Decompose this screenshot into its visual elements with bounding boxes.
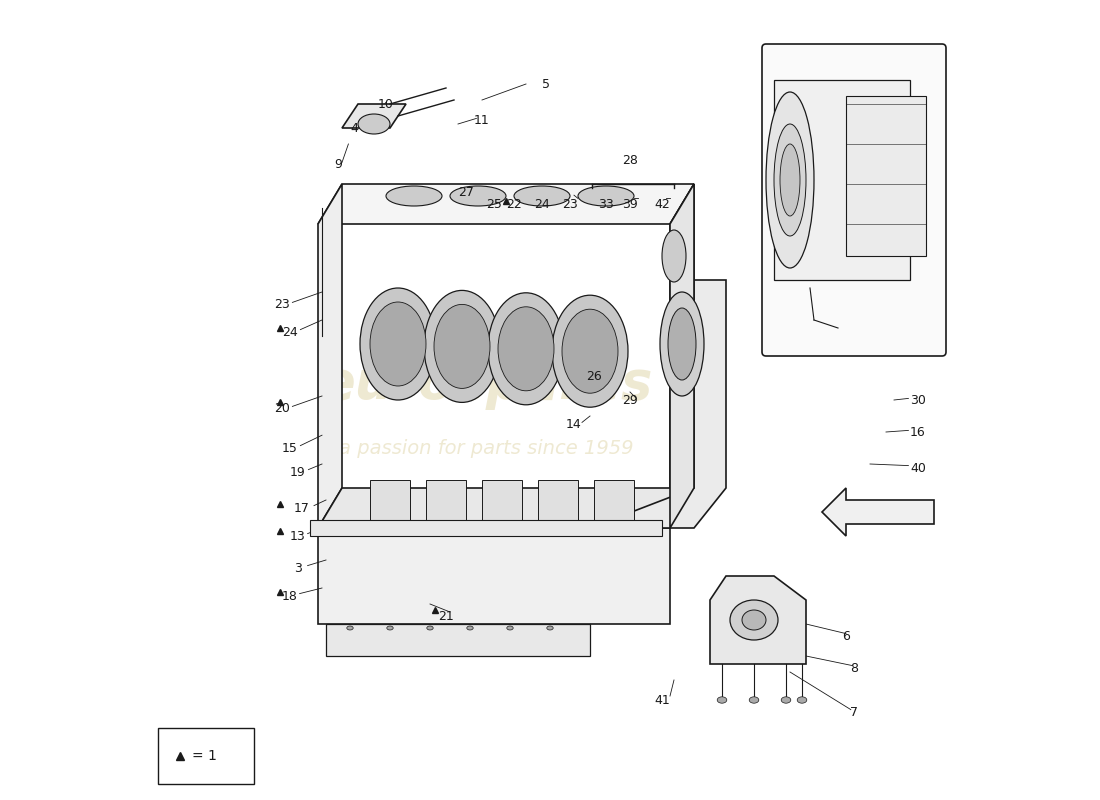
Ellipse shape bbox=[742, 610, 766, 630]
Polygon shape bbox=[482, 480, 522, 520]
Polygon shape bbox=[538, 480, 578, 520]
Ellipse shape bbox=[498, 307, 554, 391]
Text: eurospares: eurospares bbox=[319, 358, 652, 410]
Text: 8: 8 bbox=[850, 662, 858, 674]
Ellipse shape bbox=[774, 124, 806, 236]
Text: 21: 21 bbox=[438, 610, 454, 622]
Polygon shape bbox=[590, 280, 726, 528]
Ellipse shape bbox=[717, 697, 727, 703]
Ellipse shape bbox=[386, 186, 442, 206]
Ellipse shape bbox=[562, 310, 618, 394]
Polygon shape bbox=[318, 528, 670, 624]
Polygon shape bbox=[310, 520, 662, 536]
Ellipse shape bbox=[450, 186, 506, 206]
Text: 16: 16 bbox=[910, 426, 926, 438]
Text: 20: 20 bbox=[274, 402, 290, 414]
Polygon shape bbox=[326, 624, 590, 656]
Text: 41: 41 bbox=[654, 694, 670, 706]
Text: 10: 10 bbox=[378, 98, 394, 110]
Ellipse shape bbox=[424, 290, 500, 402]
Text: 33: 33 bbox=[598, 198, 614, 210]
Text: 28: 28 bbox=[623, 154, 638, 166]
Text: 19: 19 bbox=[290, 466, 306, 478]
Ellipse shape bbox=[434, 305, 490, 389]
Text: 30: 30 bbox=[910, 394, 926, 406]
Ellipse shape bbox=[730, 600, 778, 640]
Text: 11: 11 bbox=[474, 114, 490, 126]
Text: 3: 3 bbox=[294, 562, 301, 574]
Polygon shape bbox=[670, 184, 694, 528]
Text: 39: 39 bbox=[623, 198, 638, 210]
Ellipse shape bbox=[662, 230, 686, 282]
Ellipse shape bbox=[660, 292, 704, 396]
Text: 23: 23 bbox=[562, 198, 578, 210]
Text: 9: 9 bbox=[334, 158, 342, 170]
Ellipse shape bbox=[488, 293, 564, 405]
Text: 24: 24 bbox=[535, 198, 550, 210]
Text: 22: 22 bbox=[506, 198, 521, 210]
Polygon shape bbox=[846, 96, 926, 256]
Polygon shape bbox=[822, 488, 934, 536]
Ellipse shape bbox=[514, 186, 570, 206]
Text: 24: 24 bbox=[282, 326, 298, 338]
Polygon shape bbox=[710, 576, 806, 664]
Ellipse shape bbox=[547, 626, 553, 630]
FancyBboxPatch shape bbox=[762, 44, 946, 356]
Polygon shape bbox=[774, 80, 910, 280]
Ellipse shape bbox=[578, 186, 634, 206]
Ellipse shape bbox=[358, 114, 390, 134]
Text: 25: 25 bbox=[486, 198, 502, 210]
Ellipse shape bbox=[781, 697, 791, 703]
Text: 6: 6 bbox=[843, 630, 850, 642]
Ellipse shape bbox=[387, 626, 393, 630]
Text: 7: 7 bbox=[850, 706, 858, 718]
Text: 14: 14 bbox=[566, 418, 582, 430]
Text: 13: 13 bbox=[290, 530, 306, 542]
Ellipse shape bbox=[466, 626, 473, 630]
Polygon shape bbox=[370, 480, 410, 520]
Text: 26: 26 bbox=[586, 370, 602, 382]
FancyBboxPatch shape bbox=[158, 728, 254, 784]
Polygon shape bbox=[318, 184, 342, 528]
Text: 40: 40 bbox=[910, 462, 926, 474]
Text: 18: 18 bbox=[282, 590, 298, 602]
Text: 5: 5 bbox=[542, 78, 550, 90]
Polygon shape bbox=[342, 104, 406, 128]
Polygon shape bbox=[318, 488, 694, 528]
Ellipse shape bbox=[346, 626, 353, 630]
Polygon shape bbox=[426, 480, 466, 520]
Text: 23: 23 bbox=[274, 298, 290, 310]
Ellipse shape bbox=[360, 288, 436, 400]
Ellipse shape bbox=[780, 144, 800, 216]
Text: 17: 17 bbox=[294, 502, 310, 514]
Polygon shape bbox=[670, 184, 694, 528]
Ellipse shape bbox=[427, 626, 433, 630]
Text: 27: 27 bbox=[458, 186, 474, 198]
Text: 4: 4 bbox=[350, 122, 358, 134]
Ellipse shape bbox=[507, 626, 514, 630]
Ellipse shape bbox=[798, 697, 806, 703]
Ellipse shape bbox=[370, 302, 426, 386]
Polygon shape bbox=[318, 184, 694, 224]
Text: 42: 42 bbox=[654, 198, 670, 210]
Ellipse shape bbox=[668, 308, 696, 380]
Ellipse shape bbox=[766, 92, 814, 268]
Text: 29: 29 bbox=[623, 394, 638, 406]
Ellipse shape bbox=[552, 295, 628, 407]
Text: a passion for parts since 1959: a passion for parts since 1959 bbox=[339, 438, 634, 458]
Text: = 1: = 1 bbox=[191, 749, 217, 763]
Ellipse shape bbox=[749, 697, 759, 703]
Polygon shape bbox=[594, 480, 634, 520]
Text: 15: 15 bbox=[282, 442, 298, 454]
